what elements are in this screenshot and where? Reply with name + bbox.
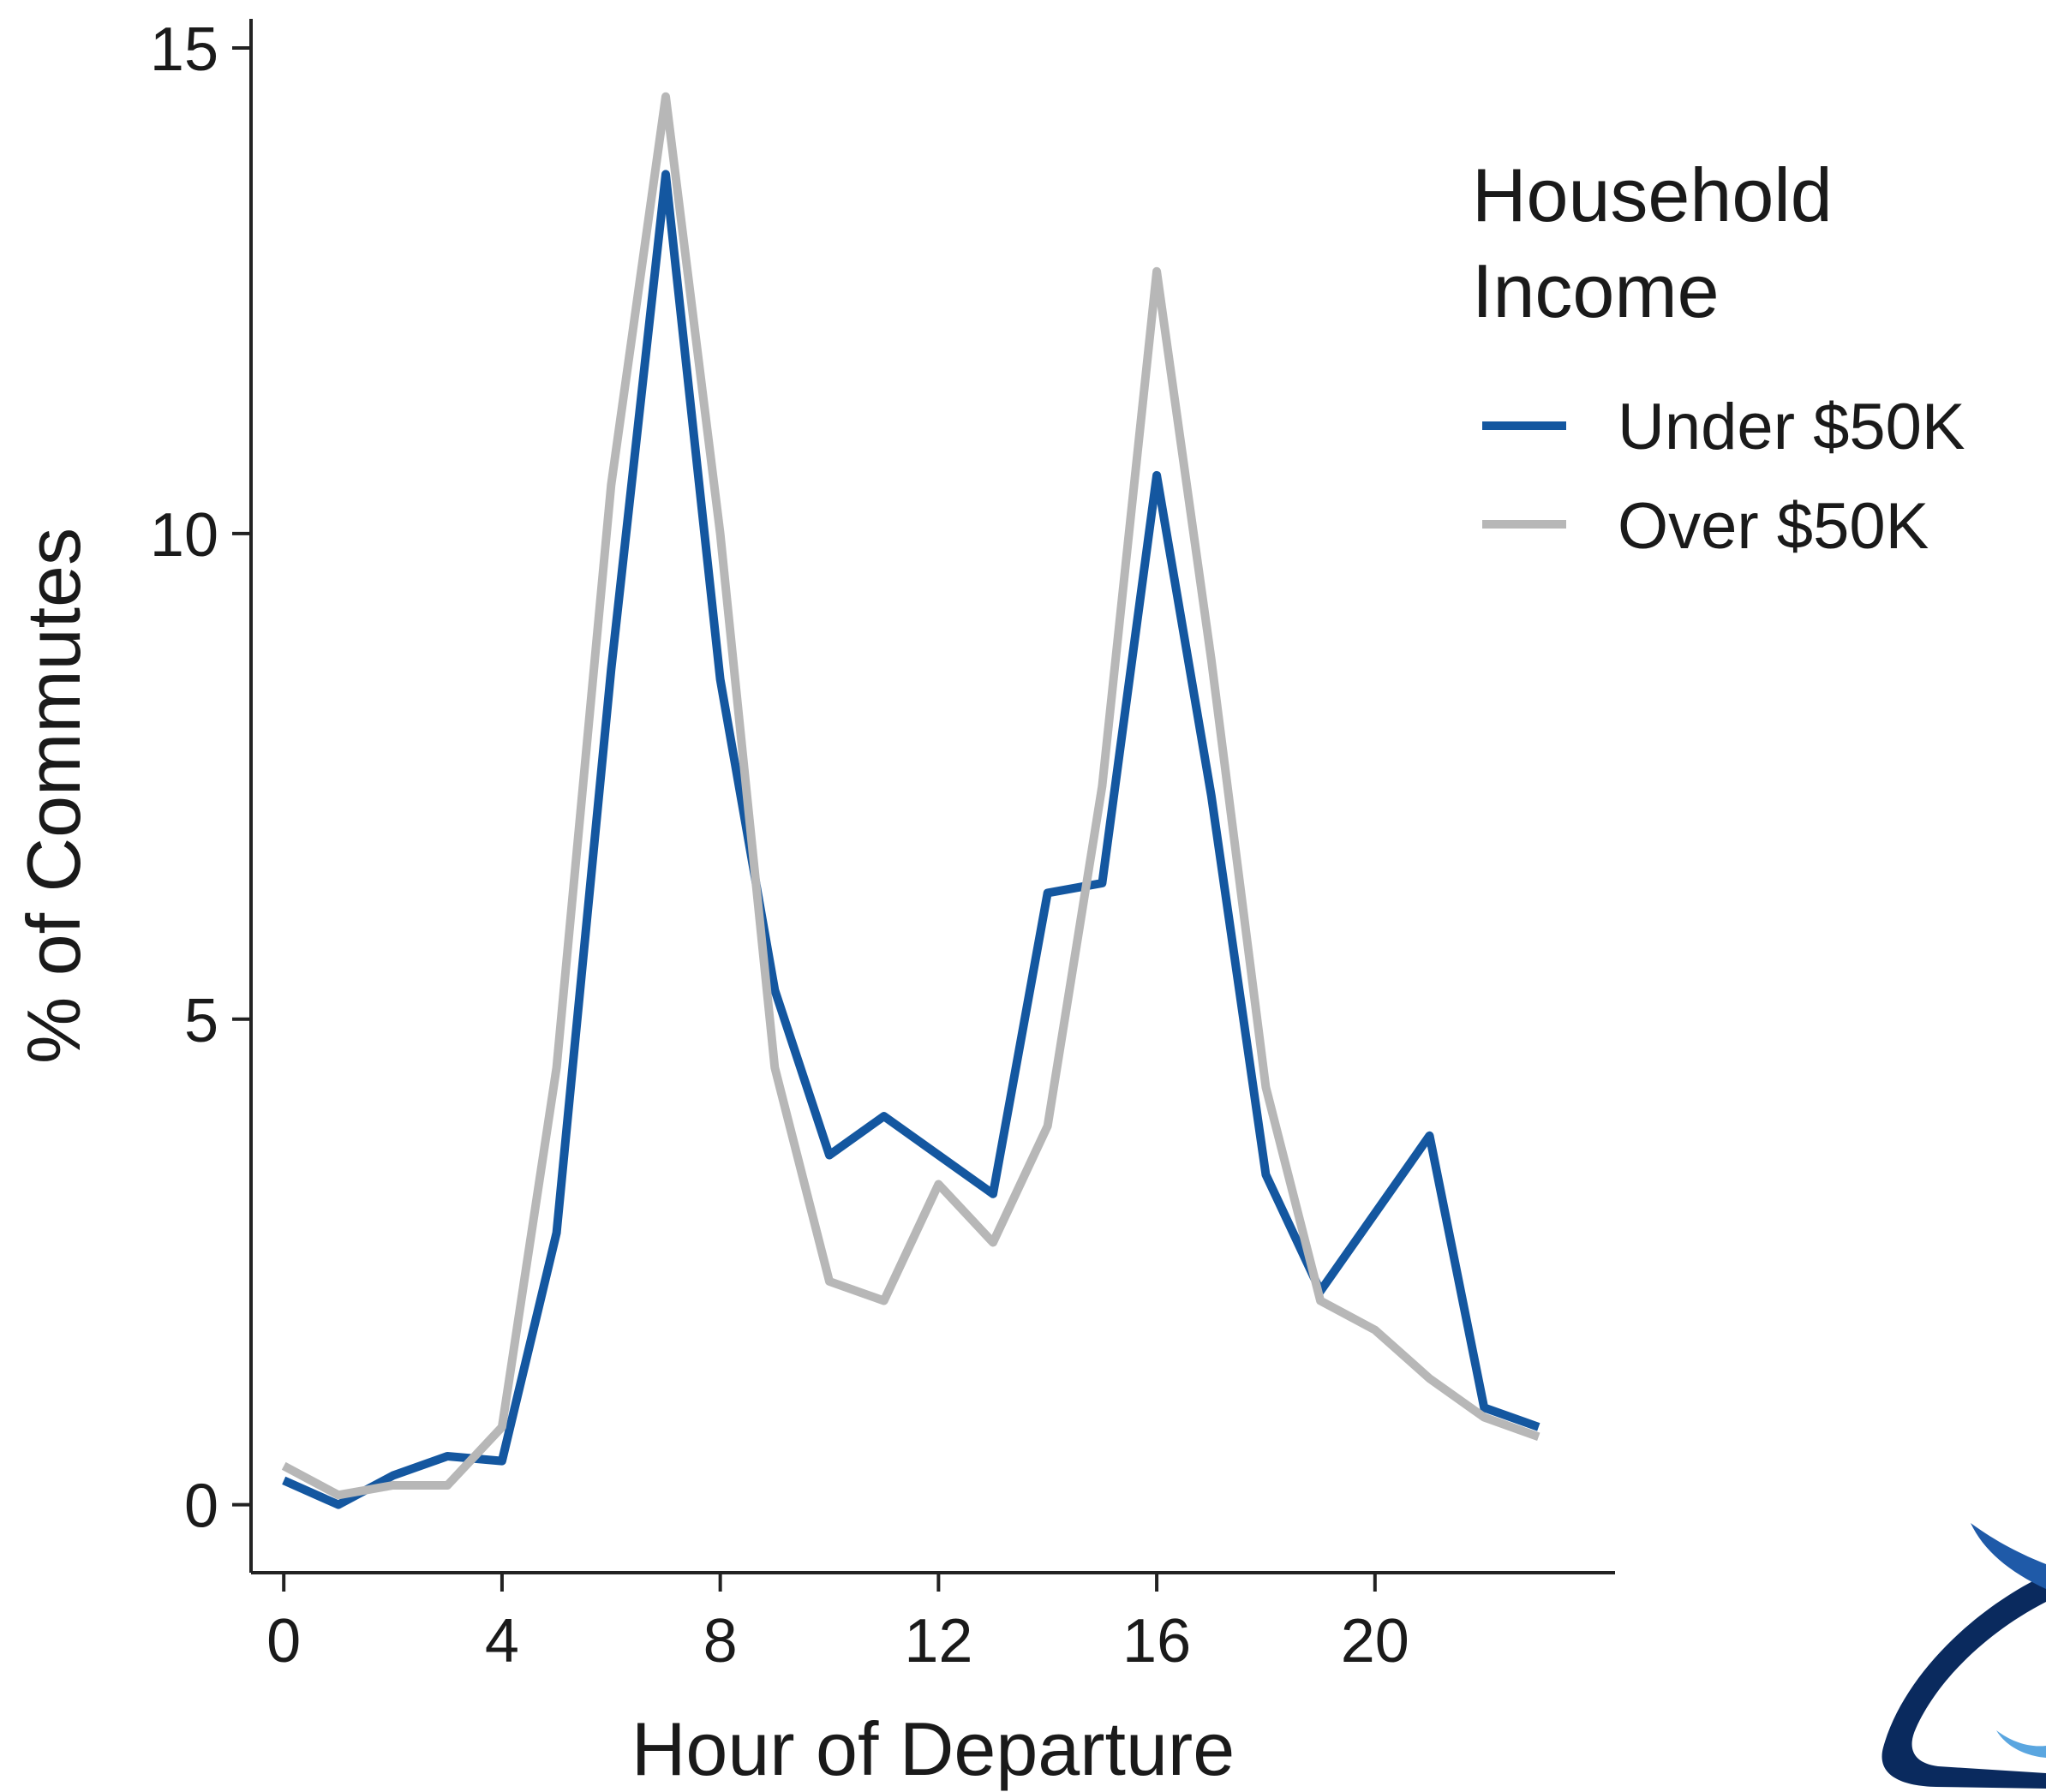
legend: Household Income Under $50K Over $50K bbox=[1472, 152, 1965, 563]
series-layer bbox=[281, 92, 1540, 1509]
x-axis-title: Hour of Departure bbox=[631, 1706, 1235, 1791]
y-axis-title: % of Commutes bbox=[11, 528, 96, 1064]
legend-label-over-50k: Over $50K bbox=[1618, 490, 1929, 563]
y-ticks: 0 5 10 15 bbox=[150, 15, 251, 1541]
y-tick-label: 0 bbox=[184, 1472, 218, 1541]
x-tick-label: 8 bbox=[703, 1607, 738, 1676]
x-tick-label: 12 bbox=[904, 1607, 972, 1676]
y-tick-label: 15 bbox=[150, 15, 218, 84]
series-line-under-50k bbox=[282, 170, 1540, 1509]
x-tick-label: 20 bbox=[1341, 1607, 1409, 1676]
x-ticks: 0 4 8 12 16 20 bbox=[266, 1573, 1409, 1676]
legend-label-under-50k: Under $50K bbox=[1618, 391, 1965, 463]
x-tick-label: 16 bbox=[1122, 1607, 1191, 1676]
x-tick-label: 4 bbox=[485, 1607, 519, 1676]
legend-title-line-2: Income bbox=[1472, 248, 1720, 333]
y-tick-label: 5 bbox=[184, 987, 218, 1055]
series-line-over-50k bbox=[281, 92, 1540, 1500]
x-tick-label: 0 bbox=[266, 1607, 301, 1676]
y-tick-label: 10 bbox=[150, 501, 218, 570]
swoosh-logo bbox=[1881, 1523, 2046, 1789]
legend-title-line-1: Household bbox=[1472, 152, 1833, 237]
